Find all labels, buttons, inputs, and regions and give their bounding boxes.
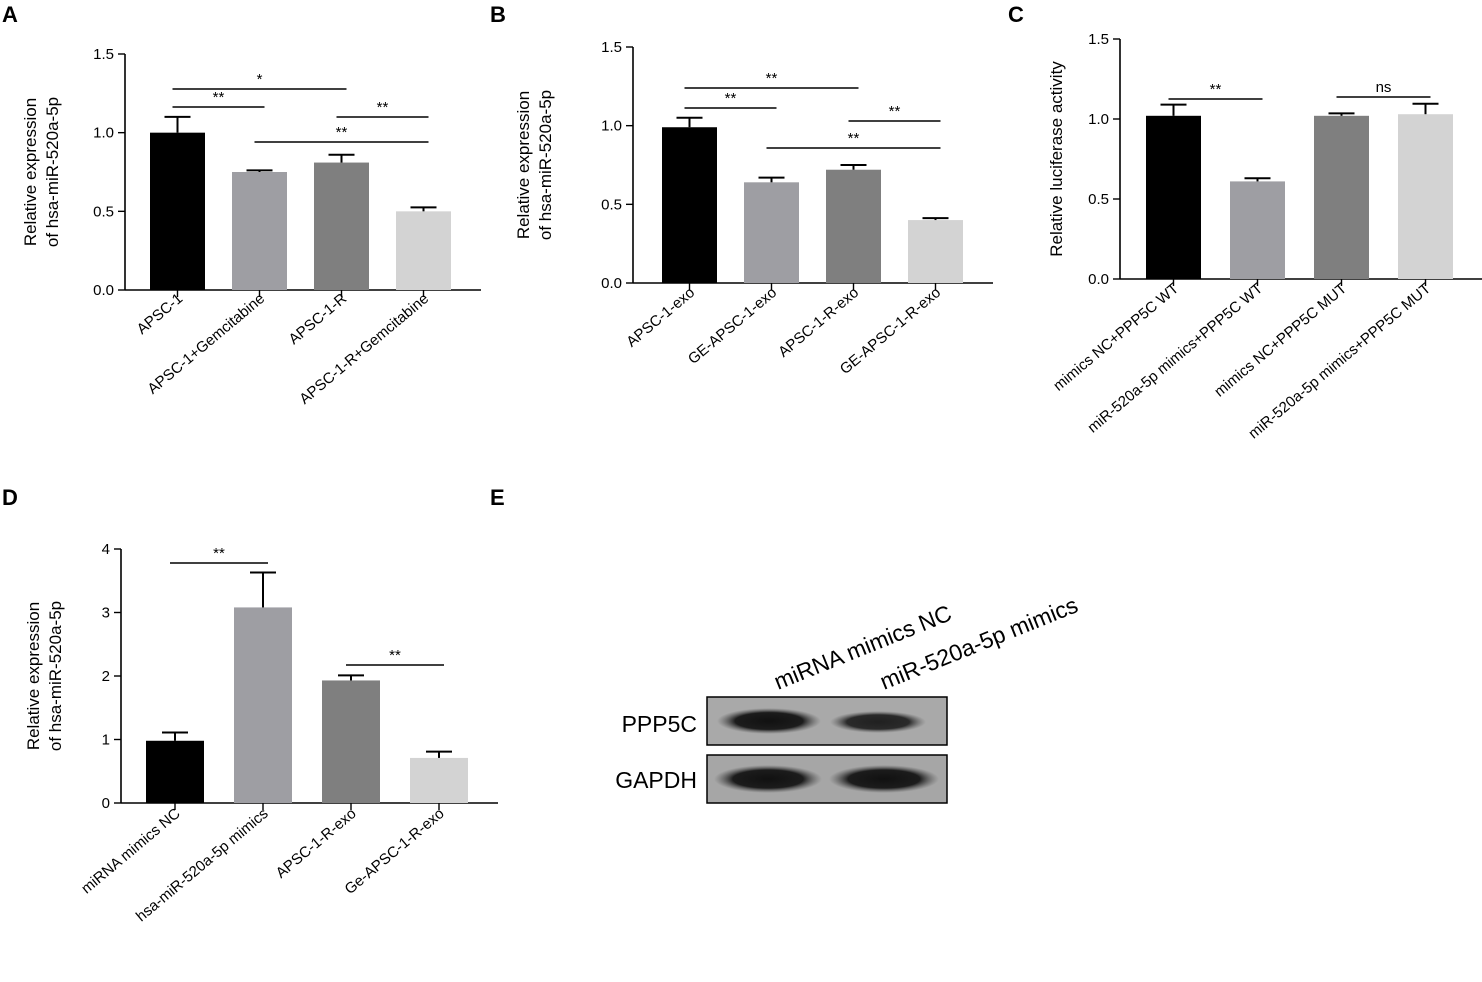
y-tick-label-b: 1.0	[601, 118, 622, 135]
bar-a	[314, 162, 369, 290]
band-ppp5c-lane1	[717, 708, 821, 734]
blot-row-label-gapdh: GAPDH	[615, 767, 697, 793]
chart-d: 0 1 2 3 4 Relative expression of hsa-miR-520a-…	[24, 541, 498, 925]
bar-c	[1146, 115, 1201, 279]
significance-label-a: **	[213, 89, 225, 106]
significance-label-a: **	[336, 124, 348, 141]
y-axis-title-b: Relative expression	[514, 91, 533, 239]
significance-label-d: **	[389, 647, 401, 664]
bar-c	[1398, 114, 1453, 279]
band-gapdh-lane2	[829, 765, 939, 793]
band-gapdh-lane1	[714, 765, 822, 793]
bar-c	[1314, 115, 1369, 279]
y-tick-label-c: 0.5	[1088, 191, 1109, 208]
bar-b	[744, 182, 799, 283]
bar-d	[410, 757, 468, 803]
chart-b: 0.0 0.5 1.0 1.5 Relative expression of hsa-mi…	[514, 39, 993, 378]
x-tick-label-b: APSC-1-R-exo	[775, 284, 862, 361]
significance-label-d: **	[213, 545, 225, 562]
bar-d	[146, 740, 204, 803]
band-ppp5c-lane2	[830, 711, 926, 733]
x-tick-label-c: miR-520a-5p mimics+PPP5C MUT	[1245, 280, 1434, 442]
y-tick-label-a: 0.5	[93, 203, 114, 220]
x-tick-label-b: APSC-1-exo	[623, 284, 698, 351]
western-blot: miRNA mimics NC miR-520a-5p mimics PPP5C…	[615, 592, 1081, 804]
bar-a	[150, 132, 205, 290]
panel-label-a: A	[2, 2, 18, 27]
bar-b	[908, 220, 963, 283]
x-tick-label-a: APSC-1	[134, 290, 186, 338]
y-tick-label-d: 0	[102, 795, 110, 812]
y-tick-label-a: 0.0	[93, 282, 114, 299]
significance-label-b: **	[725, 90, 737, 107]
significance-label-b: **	[889, 103, 901, 120]
y-tick-label-d: 3	[102, 605, 110, 622]
y-tick-label-d: 2	[102, 668, 110, 685]
significance-label-c: ns	[1376, 79, 1392, 96]
x-tick-label-c: miR-520a-5p mimics+PPP5C WT	[1084, 280, 1266, 436]
bar-a	[396, 211, 451, 290]
y-tick-label-a: 1.5	[93, 46, 114, 63]
y-axis-title-d: Relative expression	[24, 602, 43, 750]
chart-c: 0.0 0.5 1.0 1.5 Relative luciferase activity…	[1047, 31, 1482, 442]
y-tick-label-b: 0.5	[601, 196, 622, 213]
bar-c	[1230, 181, 1285, 279]
bar-d	[234, 607, 292, 803]
y-tick-label-d: 4	[102, 541, 110, 558]
y-tick-label-c: 1.5	[1088, 31, 1109, 48]
panel-label-e: E	[490, 485, 505, 510]
significance-label-c: **	[1210, 81, 1222, 98]
y-tick-label-c: 1.0	[1088, 111, 1109, 128]
panel-label-d: D	[2, 485, 18, 510]
chart-a: 0.0 0.5 1.0 1.5 Relative expression of hsa-mi…	[21, 46, 481, 408]
y-tick-label-b: 0.0	[601, 275, 622, 292]
y-axis-title-b: of hsa-miR-520a-5p	[536, 90, 555, 240]
panel-label-c: C	[1008, 2, 1024, 27]
y-axis-title-d: of hsa-miR-520a-5p	[46, 601, 65, 751]
x-tick-label-a: APSC-1-R	[286, 290, 351, 348]
y-axis-title-a: of hsa-miR-520a-5p	[43, 97, 62, 247]
blot-lane-label-1: miRNA mimics NC	[770, 600, 955, 695]
significance-label-b: **	[848, 130, 860, 147]
y-tick-label-d: 1	[102, 732, 110, 749]
panel-label-b: B	[490, 2, 506, 27]
blot-row-label-ppp5c: PPP5C	[622, 711, 697, 737]
x-tick-label-d: APSC-1-R-exo	[273, 805, 360, 882]
significance-label-a: **	[377, 99, 389, 116]
bar-b	[662, 127, 717, 284]
bar-a	[232, 172, 287, 290]
significance-label-a: *	[257, 71, 263, 88]
y-tick-label-a: 1.0	[93, 125, 114, 142]
y-axis-title-a: Relative expression	[21, 98, 40, 246]
y-tick-label-b: 1.5	[601, 39, 622, 56]
y-tick-label-c: 0.0	[1088, 271, 1109, 288]
y-axis-title-c: Relative luciferase activity	[1047, 61, 1066, 257]
x-tick-label-c: mimics NC+PPP5C MUT	[1211, 280, 1350, 400]
bar-b	[826, 169, 881, 283]
bar-d	[322, 680, 380, 803]
x-tick-label-b: GE-APSC-1-exo	[685, 284, 780, 368]
significance-label-b: **	[766, 70, 778, 87]
